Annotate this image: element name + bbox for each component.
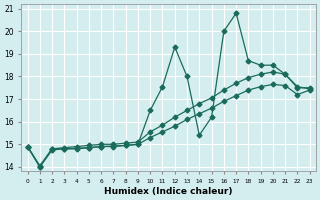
X-axis label: Humidex (Indice chaleur): Humidex (Indice chaleur) — [104, 187, 233, 196]
